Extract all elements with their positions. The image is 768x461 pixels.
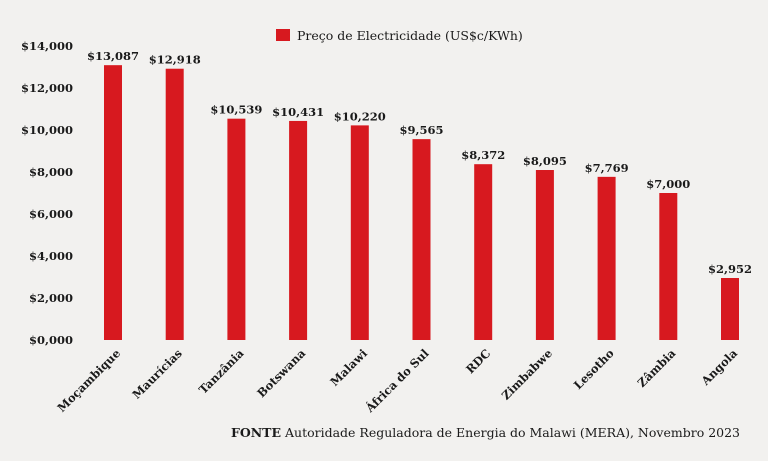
x-tick-label: Maurícias [129,346,184,401]
data-label: $13,087 [87,49,139,63]
x-tick-label: Lesotho [571,346,617,392]
x-tick-label: Tanzânia [196,346,247,397]
data-label: $8,372 [461,148,505,162]
data-label: $10,431 [272,105,324,119]
source-note: FONTE Autoridade Reguladora de Energia d… [231,425,740,440]
bar [597,176,616,340]
x-tick-label: Moçambique [54,346,123,415]
bars [104,65,739,341]
legend-label: Preço de Electricidade (US$c/KWh) [297,28,523,43]
y-axis: $0,000 $2,000 $4,000 $6,000 $8,000 $10,000 $12… [21,39,73,347]
y-tick-label: $0,000 [29,333,73,347]
bar [659,193,678,340]
data-label: $10,539 [210,103,262,117]
x-tick-label: RDC [463,346,493,376]
x-tick-label: África do Sul [362,346,432,416]
source-text: Autoridade Reguladora de Energia do Mala… [281,425,740,440]
y-tick-label: $12,000 [21,81,73,95]
y-tick-label: $10,000 [21,123,73,137]
bar [474,164,493,340]
data-label: $12,918 [149,53,201,67]
data-label: $9,565 [399,123,443,137]
y-tick-label: $14,000 [21,39,73,53]
bar [535,170,554,340]
data-label: $8,095 [523,154,567,168]
x-axis: Moçambique Maurícias Tanzânia Botswana Malaw… [54,346,740,416]
data-label: $7,000 [646,177,690,191]
y-tick-label: $8,000 [29,165,73,179]
x-tick-label: Malawi [327,346,370,389]
bar [165,68,184,341]
legend: Preço de Electricidade (US$c/KWh) [276,28,523,43]
bar [350,125,369,340]
x-tick-label: Botswana [254,346,308,400]
x-tick-label: Angola [698,346,741,389]
x-tick-label: Zâmbia [635,346,679,390]
data-labels: $13,087 $12,918 $10,539 $10,431 $10,220 $9,56… [87,49,752,276]
bar [721,278,739,340]
bar [289,120,308,340]
data-label: $10,220 [334,109,386,123]
y-tick-label: $4,000 [29,249,73,263]
legend-swatch [276,29,290,41]
bar [227,118,246,340]
bar [412,139,431,340]
source-label: FONTE [230,425,282,440]
data-label: $2,952 [708,262,752,276]
y-tick-label: $6,000 [29,207,73,221]
bar [104,65,122,340]
data-label: $7,769 [585,161,629,175]
y-tick-label: $2,000 [29,291,73,305]
x-tick-label: Zimbabwe [499,346,555,402]
